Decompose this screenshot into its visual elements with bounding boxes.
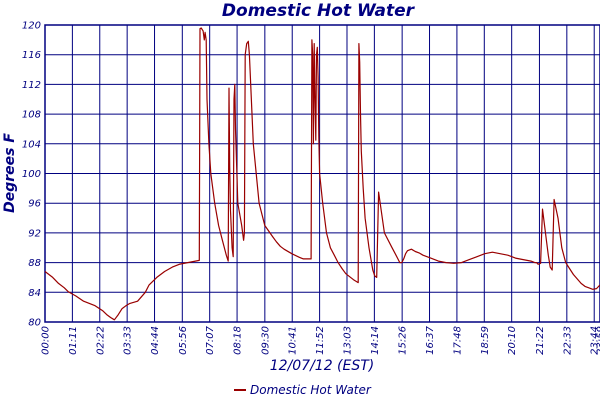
y-tick-label: 116 [22,50,41,61]
x-tick-label: 16:37 [425,325,436,354]
plot-frame [44,24,600,323]
x-tick-label: 17:48 [452,326,463,355]
x-tick-label: 03:33 [123,326,134,355]
y-tick-label: 100 [22,169,41,180]
x-tick-label: 14:14 [370,326,381,355]
y-tick-label: 112 [22,80,41,91]
y-tick-label: 120 [22,21,41,32]
y-tick-label: 104 [22,139,41,150]
x-tick-label: 07:07 [205,325,216,354]
x-tick-label: 02:22 [95,326,106,355]
y-tick-label: 80 [28,318,41,329]
y-tick-label: 84 [28,288,41,299]
x-tick-label: 18:59 [480,326,491,355]
y-tick-label: 108 [22,110,41,121]
x-tick-label: 15:26 [398,326,409,355]
y-axis-ticks: 80 84 88 92 96 100 104 108 112 116 120 [22,21,41,329]
y-tick-label: 96 [28,199,41,210]
x-tick-label: 11:52 [315,326,326,355]
x-tick-label: 20:10 [507,326,518,355]
x-tick-label: 00:00 [41,326,52,355]
x-tick-label: 13:03 [342,326,353,355]
series-line-0 [44,27,600,321]
legend: Domestic Hot Water [234,383,372,397]
x-tick-label: 23:44 [590,326,600,355]
x-tick-label: 05:56 [178,326,189,355]
x-tick-label: 22:33 [562,326,573,355]
x-axis-ticks: 00:00 01:11 02:22 03:33 04:44 05:56 07:07 08:18… [41,325,600,354]
x-tick-label: 01:11 [68,326,79,355]
x-tick-label: 08:18 [233,326,244,355]
y-tick-label: 92 [28,228,41,239]
x-tick-label: 21:22 [535,326,546,355]
x-tick-label: 09:30 [260,326,271,355]
x-tick-label: 23:59 [596,326,600,355]
grid [44,24,600,323]
legend-label: Domestic Hot Water [250,383,372,397]
chart-title: Domestic Hot Water [222,1,416,21]
y-tick-label: 88 [28,258,41,269]
x-axis-label: 12/07/12 (EST) [270,358,375,374]
y-axis-label: Degrees F [2,133,18,213]
x-tick-label: 04:44 [150,326,161,355]
series-layer [44,27,600,321]
x-tick-label: 10:41 [288,326,299,355]
